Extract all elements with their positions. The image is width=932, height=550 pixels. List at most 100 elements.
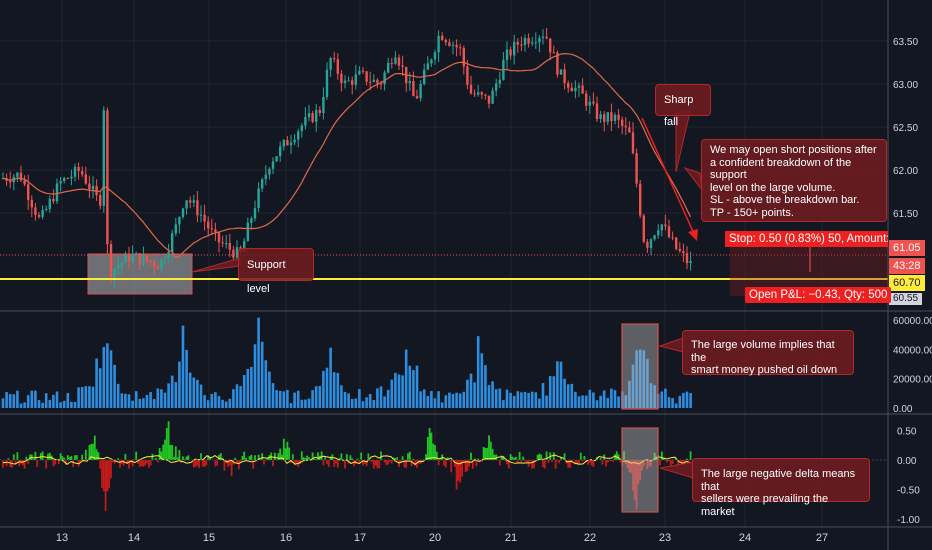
- delta-bar: [187, 455, 190, 460]
- candle-body: [477, 92, 480, 95]
- delta-bar: [138, 460, 141, 467]
- delta-annotation[interactable]: The large negative delta means that sell…: [692, 458, 870, 518]
- candle-body: [142, 255, 145, 265]
- delta-bar: [306, 455, 309, 460]
- delta-bar: [662, 457, 665, 460]
- volume-bar: [548, 376, 552, 408]
- delta-bar: [434, 445, 436, 460]
- delta-bar: [374, 460, 377, 466]
- delta-bar: [628, 460, 631, 473]
- sharp-fall-annotation[interactable]: Sharp fall: [655, 84, 711, 128]
- volume-bar: [253, 344, 257, 408]
- volume-bar: [509, 392, 512, 408]
- volume-bar: [592, 392, 595, 408]
- candle-body: [268, 168, 271, 175]
- volume-bar: [379, 386, 383, 408]
- delta-bar: [367, 453, 370, 460]
- candle-body: [27, 184, 30, 200]
- delta-bar: [196, 460, 199, 466]
- delta-bar: [684, 460, 687, 462]
- volume-bar: [242, 375, 246, 408]
- volume-bar: [300, 399, 304, 408]
- volume-tick-label: 20000.00: [893, 375, 932, 386]
- delta-bar: [689, 451, 692, 460]
- candle-body: [333, 58, 336, 60]
- candle-body: [448, 42, 451, 46]
- delta-bar: [27, 460, 30, 465]
- delta-bar: [641, 460, 643, 471]
- candle-body: [109, 244, 113, 278]
- candle-body: [408, 80, 411, 84]
- delta-bar: [495, 454, 498, 460]
- volume-bar: [538, 398, 541, 408]
- delta-bar: [623, 451, 625, 460]
- delta-bar: [207, 455, 210, 460]
- delta-bar: [581, 460, 584, 462]
- delta-bar: [257, 454, 260, 460]
- candle-body: [685, 253, 689, 264]
- volume-bar: [142, 398, 145, 408]
- candle-body: [487, 95, 491, 104]
- delta-bar: [416, 460, 418, 468]
- candle-body: [127, 254, 131, 262]
- volume-bar: [34, 390, 37, 408]
- candle-body: [253, 208, 257, 219]
- volume-bar: [199, 384, 203, 408]
- volume-bar: [325, 367, 329, 408]
- volume-bar: [376, 388, 379, 408]
- delta-bar: [59, 453, 62, 460]
- delta-bar: [444, 460, 447, 468]
- price-series[interactable]: [1, 27, 692, 288]
- candle-body: [354, 74, 357, 85]
- delta-bar: [405, 460, 408, 468]
- delta-bar: [576, 460, 579, 465]
- delta-bar: [408, 451, 411, 460]
- volume-bar: [30, 390, 34, 408]
- x-tick-label: 20: [429, 532, 441, 544]
- delta-bar: [135, 451, 138, 460]
- delta-tick-label: -0.50: [897, 486, 920, 497]
- delta-bar: [461, 460, 463, 477]
- candle-body: [30, 199, 33, 208]
- candle-body: [505, 49, 509, 61]
- candle-body: [282, 140, 285, 147]
- volume-bar: [109, 350, 113, 408]
- delta-bar: [90, 443, 93, 460]
- delta-bar: [329, 456, 332, 460]
- delta-bar: [97, 452, 100, 460]
- candle-body: [361, 70, 365, 72]
- price-tick-label: 63.50: [893, 37, 918, 48]
- delta-bar: [70, 455, 73, 460]
- candle-body: [214, 229, 217, 233]
- delta-bar: [522, 456, 525, 460]
- delta-bar: [36, 460, 39, 467]
- stop-order-label[interactable]: Stop: 0.50 (0.83%) 50, Amount: 7: [725, 231, 888, 247]
- annotation-pointers: [191, 111, 703, 479]
- candle-body: [387, 62, 390, 73]
- open-pnl-label[interactable]: Open P&L: −0.43, Qty: 500: [745, 287, 892, 303]
- delta-bar: [426, 436, 429, 460]
- support-zone: [87, 253, 193, 295]
- delta-bar: [61, 456, 64, 460]
- delta-bar: [578, 460, 580, 465]
- delta-bar: [475, 460, 478, 467]
- volume-bar: [491, 381, 494, 408]
- volume-annotation[interactable]: The large volume implies that the smart …: [682, 330, 854, 376]
- short-positions-annotation[interactable]: We may open short positions after a conf…: [701, 139, 887, 222]
- candle-body: [394, 57, 397, 64]
- volume-bar: [541, 383, 545, 408]
- support-annotation[interactable]: Support level: [238, 248, 314, 295]
- delta-bar: [500, 455, 503, 460]
- delta-bar: [617, 454, 620, 460]
- delta-bar: [81, 454, 84, 460]
- volume-bar: [192, 377, 196, 408]
- volume-bar: [455, 392, 458, 408]
- delta-bar: [230, 460, 233, 477]
- delta-bar: [511, 456, 514, 460]
- volume-bar: [638, 349, 642, 408]
- delta-bar: [93, 435, 96, 460]
- delta-bar: [552, 452, 555, 460]
- candle-body: [531, 42, 534, 44]
- delta-bar: [687, 460, 690, 463]
- volume-bar: [383, 396, 386, 408]
